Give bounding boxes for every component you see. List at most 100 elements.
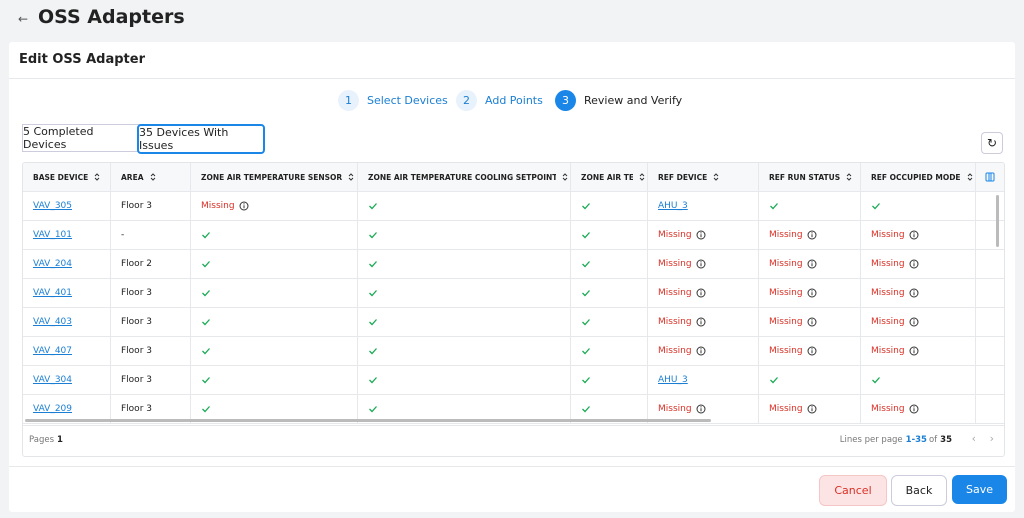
check-icon [369, 377, 377, 384]
check-icon [202, 319, 210, 326]
column-header[interactable]: BASE DEVICE [23, 163, 111, 192]
column-header[interactable]: AREA [111, 163, 191, 192]
check-icon [582, 319, 590, 326]
table-cell: Missing [648, 279, 759, 308]
info-icon [909, 259, 919, 269]
column-header[interactable]: ZONE AIR TEMPERATURE SENSOR [191, 163, 358, 192]
device-link[interactable]: VAV_204 [33, 259, 72, 269]
table-cell [976, 366, 1004, 395]
table-cell [358, 221, 571, 250]
column-label: REF RUN STATUS [769, 172, 841, 182]
lines-per-page: Lines per page 1-35 of 35 [840, 435, 952, 445]
table-cell: Missing [648, 250, 759, 279]
missing-label: Missing [658, 404, 692, 414]
cell-text: - [121, 230, 125, 240]
step[interactable]: 3 Review and Verify [555, 90, 682, 111]
missing-label: Missing [769, 230, 803, 240]
table-cell: Missing [648, 395, 759, 424]
table-cell: Floor 3 [111, 308, 191, 337]
column-header[interactable]: REF RUN STATUS [759, 163, 861, 192]
column-label: ZONE AIR TEMPE [581, 172, 633, 182]
table-cell [191, 337, 358, 366]
device-link[interactable]: VAV_304 [33, 375, 72, 385]
table-cell: Missing [861, 250, 976, 279]
missing-label: Missing [658, 346, 692, 356]
check-icon [369, 319, 377, 326]
device-link[interactable]: VAV_403 [33, 317, 72, 327]
table-cell [191, 395, 358, 424]
table-cell: Missing [759, 221, 861, 250]
table-cell [571, 250, 648, 279]
device-link[interactable]: VAV_407 [33, 346, 72, 356]
info-icon [807, 404, 817, 414]
check-icon [369, 348, 377, 355]
check-icon [582, 348, 590, 355]
back-arrow[interactable]: ← [18, 12, 29, 26]
missing-label: Missing [658, 317, 692, 327]
table-cell: Missing [648, 337, 759, 366]
panel-title: Edit OSS Adapter [19, 52, 145, 67]
missing-label: Missing [871, 317, 905, 327]
tab[interactable]: 35 Devices With Issues [137, 124, 265, 154]
check-icon [582, 377, 590, 384]
check-icon [770, 203, 778, 210]
column-label: ZONE AIR TEMPERATURE SENSOR [201, 172, 343, 182]
step-number: 1 [338, 90, 359, 111]
column-header[interactable]: ZONE AIR TEMPE [571, 163, 648, 192]
refresh-button[interactable]: ↻ [981, 132, 1003, 154]
device-link[interactable]: AHU_3 [658, 201, 688, 211]
table-cell [976, 308, 1004, 337]
divider [9, 78, 1015, 79]
info-icon [696, 230, 706, 240]
step[interactable]: 2 Add Points [456, 90, 543, 111]
cancel-button[interactable]: Cancel [819, 475, 887, 506]
device-link[interactable]: VAV_101 [33, 230, 72, 240]
table-cell: VAV_403 [23, 308, 111, 337]
step[interactable]: 1 Select Devices [338, 90, 448, 111]
device-link[interactable]: VAV_209 [33, 404, 72, 414]
back-button[interactable]: Back [891, 475, 947, 506]
save-button[interactable]: Save [952, 475, 1007, 504]
column-label: ZONE AIR TEMPERATURE COOLING SETPOINT [368, 172, 556, 182]
table-cell [358, 395, 571, 424]
table-cell [191, 221, 358, 250]
device-link[interactable]: VAV_401 [33, 288, 72, 298]
next-button[interactable]: › [989, 432, 994, 445]
check-icon [582, 232, 590, 239]
info-icon [909, 230, 919, 240]
h-scrollbar [25, 419, 711, 422]
scrollbar [996, 195, 999, 247]
missing-label: Missing [658, 288, 692, 298]
check-icon [369, 261, 377, 268]
table-cell: VAV_305 [23, 192, 111, 221]
table-cell [571, 221, 648, 250]
info-icon [807, 259, 817, 269]
tab[interactable]: 5 Completed Devices [22, 124, 140, 152]
column-header[interactable]: ZONE AIR TEMPERATURE COOLING SETPOINT [358, 163, 571, 192]
device-link[interactable]: VAV_305 [33, 201, 72, 211]
step-label: Select Devices [367, 94, 448, 107]
table-cell: Missing [648, 308, 759, 337]
check-icon [582, 290, 590, 297]
cell-text: Floor 3 [121, 317, 152, 327]
column-settings[interactable] [976, 163, 1004, 192]
column-header[interactable]: REF OCCUPIED MODE [861, 163, 976, 192]
table-cell: - [111, 221, 191, 250]
table-cell [358, 250, 571, 279]
sort-icon [967, 173, 972, 181]
table-cell [759, 366, 861, 395]
check-icon [582, 261, 590, 268]
prev-button[interactable]: ‹ [971, 432, 976, 445]
missing-label: Missing [871, 288, 905, 298]
table-cell: Missing [759, 250, 861, 279]
sort-icon [348, 173, 354, 181]
info-icon [909, 317, 919, 327]
table-cell [759, 192, 861, 221]
table-cell: Missing [861, 279, 976, 308]
check-icon [202, 406, 210, 413]
device-link[interactable]: AHU_3 [658, 375, 688, 385]
table-cell [191, 366, 358, 395]
column-header[interactable]: REF DEVICE [648, 163, 759, 192]
table: BASE DEVICE AREA ZONE AIR TEMPERATURE SENS… [22, 162, 1005, 457]
